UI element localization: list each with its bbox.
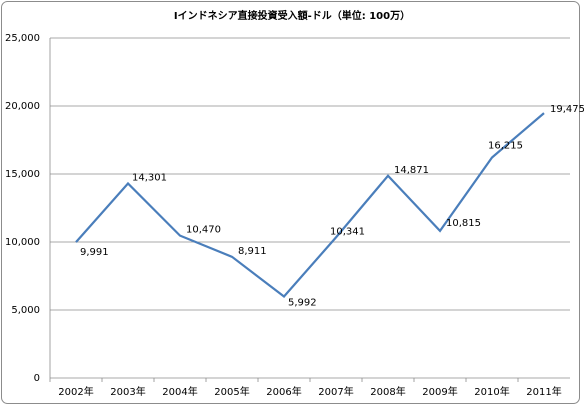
value-label: 10,470 <box>186 225 221 236</box>
chart-title: Iインドネシア直接投資受入額-ドル（単位: 100万） <box>174 9 410 22</box>
x-tick-label: 2006年 <box>266 385 301 398</box>
x-tick-label: 2007年 <box>318 385 353 398</box>
x-tick-label: 2004年 <box>162 385 197 398</box>
data-line <box>75 112 545 299</box>
y-tick-label: 0 <box>34 373 40 384</box>
x-tick-label: 2011年 <box>526 385 561 398</box>
value-label: 5,992 <box>288 298 317 309</box>
value-label: 19,475 <box>550 104 584 115</box>
value-label: 14,871 <box>394 165 429 176</box>
y-tick-label: 5,000 <box>11 305 40 316</box>
x-tick-label: 2009年 <box>422 385 457 398</box>
value-label: 14,301 <box>132 173 167 184</box>
x-tick-label: 2008年 <box>370 385 405 398</box>
x-tick-label: 2010年 <box>474 385 509 398</box>
value-label: 8,911 <box>238 246 267 257</box>
x-tick-label: 2003年 <box>110 385 145 398</box>
value-label: 10,815 <box>446 218 481 229</box>
chart-frame <box>1 1 580 404</box>
y-tick-label: 15,000 <box>5 169 40 180</box>
value-label: 10,341 <box>330 226 365 237</box>
x-tick-label: 2002年 <box>58 385 93 398</box>
x-tick-label: 2005年 <box>214 385 249 398</box>
value-label: 9,991 <box>80 247 109 258</box>
y-tick-label: 20,000 <box>5 101 40 112</box>
value-label: 16,215 <box>488 140 523 151</box>
y-tick-label: 25,000 <box>5 33 40 44</box>
y-tick-label: 10,000 <box>5 237 40 248</box>
